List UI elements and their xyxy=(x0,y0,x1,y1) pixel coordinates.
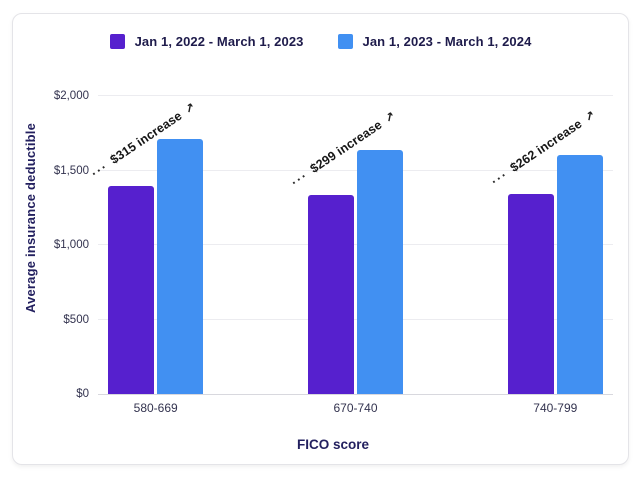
y-tick-label: $1,500 xyxy=(53,164,89,177)
bar-series2 xyxy=(157,139,203,394)
bar-series1 xyxy=(508,194,554,394)
grid-line xyxy=(98,95,613,96)
north-east-arrow-icon: ↗ xyxy=(381,108,399,126)
y-tick-label: $1,000 xyxy=(53,239,89,251)
x-tick-label: 580-669 xyxy=(133,401,178,415)
bar-series1 xyxy=(308,194,354,394)
chart-card: Jan 1, 2022 - March 1, 2023 Jan 1, 2023 … xyxy=(12,13,629,465)
legend-label: Jan 1, 2022 - March 1, 2023 xyxy=(134,34,304,49)
y-axis-title: Average insurance deductible xyxy=(23,122,38,314)
legend-swatch-blue xyxy=(337,34,353,49)
grid-line xyxy=(98,244,613,245)
legend-item-2022: Jan 1, 2022 - March 1, 2023 xyxy=(109,34,304,49)
annotation-dashed-tail: ··· xyxy=(288,166,312,190)
grid-line xyxy=(98,318,613,320)
legend: Jan 1, 2022 - March 1, 2023 Jan 1, 2023 … xyxy=(13,34,628,49)
bar-series2 xyxy=(357,150,403,394)
legend-label: Jan 1, 2023 - March 1, 2024 xyxy=(362,34,532,49)
annotation-dashed-tail: ··· xyxy=(88,158,112,181)
bar-series2 xyxy=(557,155,603,394)
bar-series1 xyxy=(108,186,154,394)
y-tick-label: $0 xyxy=(76,388,89,400)
x-tick-label: 670-740 xyxy=(333,401,378,415)
legend-item-2023: Jan 1, 2023 - March 1, 2024 xyxy=(337,34,532,49)
x-tick-label: 740-799 xyxy=(533,401,578,415)
grid-line xyxy=(98,169,613,171)
legend-swatch-purple xyxy=(109,34,125,49)
north-east-arrow-icon: ↗ xyxy=(581,108,598,126)
y-tick-label: $500 xyxy=(63,313,89,326)
x-axis-title: FICO score xyxy=(296,437,370,452)
y-tick-label: $2,000 xyxy=(53,90,89,102)
north-east-arrow-icon: ↗ xyxy=(182,99,199,118)
plot-area: $0 $500 $1,000 $1,500 $2,000 580-669 ··· $315 i… xyxy=(54,90,613,415)
